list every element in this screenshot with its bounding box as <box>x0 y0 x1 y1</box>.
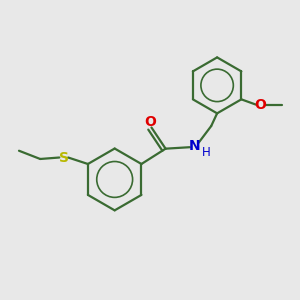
Text: S: S <box>59 151 69 164</box>
Text: N: N <box>189 139 201 153</box>
Text: H: H <box>202 146 211 159</box>
Text: O: O <box>254 98 266 112</box>
Text: O: O <box>145 115 157 129</box>
